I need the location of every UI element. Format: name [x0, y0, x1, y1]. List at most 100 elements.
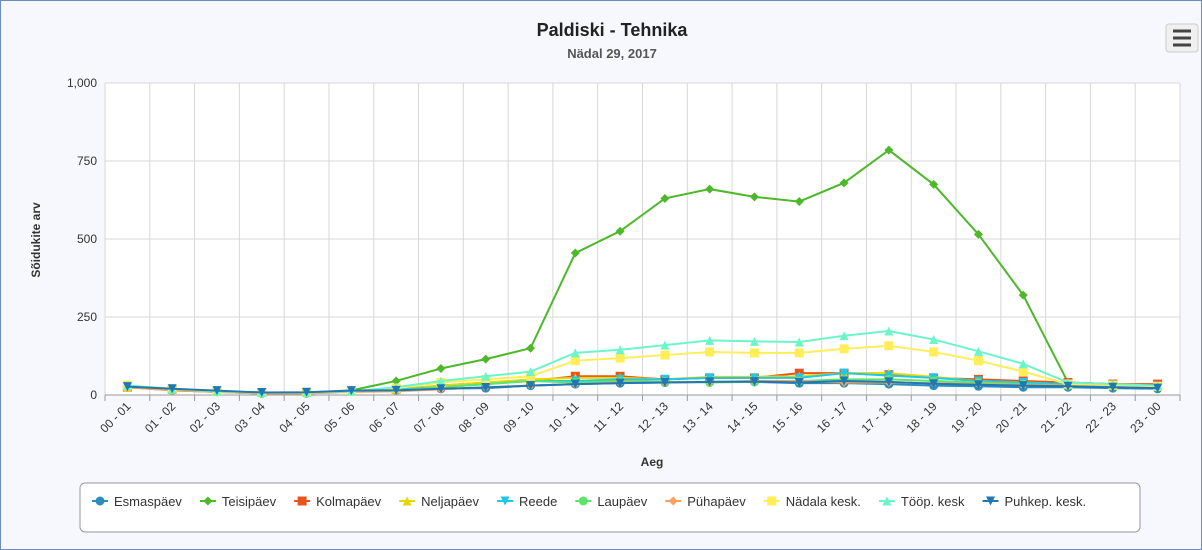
marker [749, 192, 759, 202]
marker [749, 336, 759, 346]
marker [839, 331, 849, 341]
marker [570, 379, 580, 389]
x-tick-label: 04 - 05 [276, 399, 313, 436]
legend-label: Neljapäev [421, 494, 479, 509]
marker [705, 335, 715, 345]
legend-item: Neljapäev [399, 494, 479, 509]
x-tick-label: 14 - 15 [724, 399, 761, 436]
marker [839, 178, 849, 188]
legend-item: Teisipäev [199, 494, 277, 509]
x-tick-label: 01 - 02 [142, 399, 179, 436]
y-tick-label: 500 [77, 232, 97, 246]
marker [570, 248, 580, 258]
marker [481, 354, 491, 364]
marker [839, 344, 849, 354]
x-tick-label: 05 - 06 [321, 399, 358, 436]
marker [929, 347, 939, 357]
marker [660, 193, 670, 203]
marker [973, 346, 983, 356]
marker [481, 371, 491, 381]
marker [436, 376, 446, 386]
marker [203, 496, 213, 506]
legend-item: Esmaspäev [92, 494, 182, 509]
marker [95, 496, 105, 506]
marker [973, 229, 983, 239]
marker [570, 356, 580, 366]
legend-label: Puhkep. kesk. [1005, 494, 1087, 509]
marker [929, 379, 939, 389]
marker [749, 377, 759, 387]
marker [615, 345, 625, 355]
marker [839, 376, 849, 386]
marker [929, 334, 939, 344]
legend-item: Kolmapäev [294, 494, 382, 509]
marker [526, 367, 536, 377]
legend-label: Reede [519, 494, 557, 509]
x-tick-label: 08 - 09 [456, 399, 493, 436]
legend-label: Teisipäev [222, 494, 277, 509]
legend-label: Pühapäev [687, 494, 746, 509]
marker [660, 350, 670, 360]
legend-label: Nädala kesk. [786, 494, 861, 509]
x-tick-label: 23 - 00 [1127, 399, 1164, 436]
marker [615, 226, 625, 236]
marker [882, 496, 892, 506]
marker [1018, 359, 1028, 369]
marker [839, 368, 849, 378]
marker [1018, 381, 1028, 391]
legend-label: Laupäev [597, 494, 647, 509]
legend-label: Kolmapäev [316, 494, 382, 509]
marker [929, 179, 939, 189]
x-tick-label: 12 - 13 [635, 399, 672, 436]
y-tick-label: 1,000 [67, 76, 97, 90]
legend-item: Laupäev [575, 494, 648, 509]
x-axis-label: Aeg [641, 455, 664, 469]
marker [436, 384, 446, 394]
x-tick-label: 07 - 08 [411, 399, 448, 436]
y-tick-label: 750 [77, 154, 97, 168]
x-tick-label: 13 - 14 [679, 399, 716, 436]
marker [500, 496, 510, 506]
series-line [127, 379, 1158, 394]
marker [257, 388, 267, 398]
x-tick-label: 19 - 20 [948, 399, 985, 436]
marker [402, 496, 412, 506]
x-tick-label: 11 - 12 [591, 399, 627, 435]
marker [526, 381, 536, 391]
marker [660, 378, 670, 388]
marker [884, 377, 894, 387]
x-tick-label: 22 - 23 [1083, 399, 1120, 436]
marker [1018, 367, 1028, 377]
marker [346, 386, 356, 396]
marker [986, 496, 996, 506]
legend-label: Esmaspäev [114, 494, 182, 509]
legend-item: Reede [497, 494, 557, 509]
x-tick-label: 09 - 10 [500, 399, 537, 436]
y-axis-label: Sõidukite arv [29, 202, 43, 278]
x-tick-label: 03 - 04 [232, 399, 269, 436]
marker [884, 341, 894, 351]
marker [570, 348, 580, 358]
marker [705, 184, 715, 194]
marker [436, 363, 446, 373]
marker [973, 356, 983, 366]
marker [884, 326, 894, 336]
marker [1018, 290, 1028, 300]
marker [705, 377, 715, 387]
legend-item: Puhkep. kesk. [982, 494, 1087, 509]
legend-item: Pühapäev [665, 494, 746, 509]
x-tick-label: 21 - 22 [1038, 399, 1075, 436]
x-tick-label: 20 - 21 [993, 399, 1030, 436]
marker [167, 384, 177, 394]
y-tick-label: 0 [90, 388, 97, 402]
marker [212, 386, 222, 396]
x-tick-label: 00 - 01 [97, 399, 134, 436]
x-tick-label: 17 - 18 [859, 399, 896, 436]
x-tick-label: 02 - 03 [187, 399, 224, 436]
chart-subtitle: Nädal 29, 2017 [567, 46, 657, 61]
marker [668, 496, 678, 506]
marker [302, 387, 312, 397]
marker [660, 340, 670, 350]
x-tick-label: 15 - 16 [769, 399, 806, 436]
